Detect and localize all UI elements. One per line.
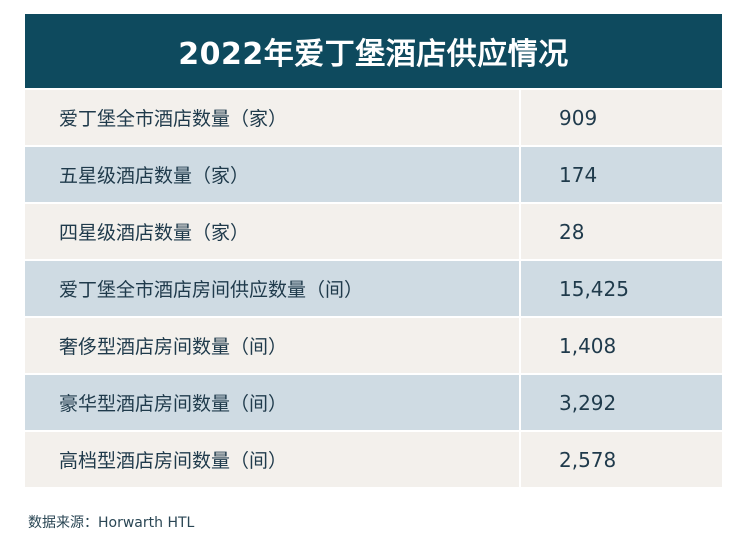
row-value: 15,425 <box>559 276 629 301</box>
row-label: 豪华型酒店房间数量（间） <box>25 375 521 430</box>
source-note: 数据来源：Horwarth HTL <box>28 515 195 531</box>
table-title: 2022年爱丁堡酒店供应情况 <box>25 14 722 88</box>
row-label: 高档型酒店房间数量（间） <box>25 432 521 487</box>
row-value: 174 <box>559 162 598 187</box>
table-row: 爱丁堡全市酒店数量（家） 909 <box>25 88 722 145</box>
table-row: 高档型酒店房间数量（间） 2,578 <box>25 430 722 487</box>
row-value: 1,408 <box>559 333 617 358</box>
row-value: 28 <box>559 219 585 244</box>
table-row: 奢侈型酒店房间数量（间） 1,408 <box>25 316 722 373</box>
row-value: 909 <box>559 105 598 130</box>
table-row: 四星级酒店数量（家） 28 <box>25 202 722 259</box>
row-label: 四星级酒店数量（家） <box>25 204 521 259</box>
row-label: 五星级酒店数量（家） <box>25 147 521 202</box>
table-row: 五星级酒店数量（家） 174 <box>25 145 722 202</box>
table-row: 爱丁堡全市酒店房间供应数量（间） 15,425 <box>25 259 722 316</box>
table-row: 豪华型酒店房间数量（间） 3,292 <box>25 373 722 430</box>
row-label: 爱丁堡全市酒店数量（家） <box>25 90 521 145</box>
hotel-supply-table: 2022年爱丁堡酒店供应情况 爱丁堡全市酒店数量（家） 909 五星级酒店数量（… <box>25 14 722 487</box>
row-label: 奢侈型酒店房间数量（间） <box>25 318 521 373</box>
row-value: 3,292 <box>559 390 617 415</box>
row-label: 爱丁堡全市酒店房间供应数量（间） <box>25 261 521 316</box>
row-value: 2,578 <box>559 447 617 472</box>
